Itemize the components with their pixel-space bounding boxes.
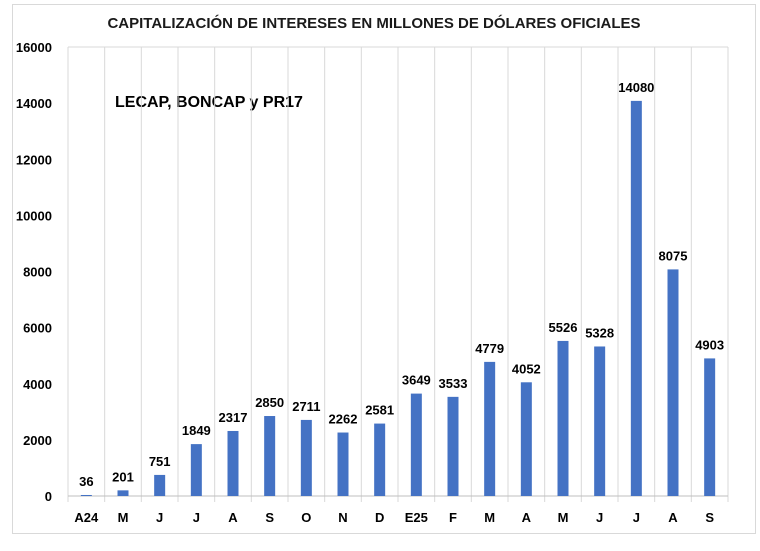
chart-frame [12,4,756,534]
bar [484,361,496,496]
data-label: 751 [149,454,171,469]
bar [117,490,129,496]
y-tick-label: 12000 [16,152,52,167]
x-tick-label: E25 [405,510,428,525]
y-tick-label: 16000 [16,40,52,55]
bar [300,419,312,496]
x-tick-label: A [668,510,678,525]
data-label: 2262 [329,412,358,427]
bar [704,358,716,496]
data-label: 5328 [585,325,614,340]
data-label: 3649 [402,373,431,388]
bar [410,393,422,496]
data-label: 2317 [219,410,248,425]
x-tick-label: J [156,510,163,525]
data-label: 5526 [549,320,578,335]
x-tick-label: F [449,510,457,525]
y-tick-label: 8000 [23,265,52,280]
x-tick-label: M [558,510,569,525]
x-tick-label: J [633,510,640,525]
data-label: 14080 [618,80,654,95]
bar [667,269,679,496]
y-axis: 0 2000 4000 6000 8000 10000 12000 14000 16000 [16,40,728,504]
bar [374,423,386,496]
data-labels: 36 201 751 1849 2317 2850 2711 2262 2581 3649 3533… [79,80,724,489]
x-tick-label: D [375,510,384,525]
bar [520,382,532,496]
x-tick-label: S [265,510,274,525]
x-tick-label: M [484,510,495,525]
data-label: 4903 [695,337,724,352]
x-axis: A24 M J J A S O N D E25 F M A M J J A S [74,510,714,525]
y-tick-label: 6000 [23,321,52,336]
x-tick-label: J [193,510,200,525]
data-label: 4052 [512,361,541,376]
bars [80,100,716,496]
x-tick-label: S [705,510,714,525]
x-tick-label: M [118,510,129,525]
data-label: 2711 [292,399,320,414]
data-label: 2581 [365,403,394,418]
data-label: 2850 [255,395,284,410]
chart-title: CAPITALIZACIÓN DE INTERESES EN MILLONES … [107,14,640,32]
data-label: 36 [79,474,93,489]
x-tick-label: A [522,510,532,525]
bar [264,416,276,496]
x-tick-label: A24 [74,510,99,525]
x-tick-label: N [338,510,347,525]
data-label: 201 [112,469,134,484]
bar [447,396,459,496]
bar [594,346,606,496]
grid-lines [67,46,729,502]
bar [337,432,349,496]
y-tick-label: 0 [45,489,52,504]
data-label: 4779 [475,341,504,356]
bar [227,430,239,496]
bar [557,340,569,496]
data-label: 8075 [659,248,688,263]
bar [630,100,642,496]
data-label: 3533 [439,376,468,391]
y-tick-label: 10000 [16,208,52,223]
bar [154,474,166,496]
data-label: 1849 [182,423,211,438]
bar [190,444,202,496]
x-tick-label: O [301,510,311,525]
y-tick-label: 4000 [23,377,52,392]
y-tick-label: 2000 [23,433,52,448]
x-tick-label: A [228,510,238,525]
chart-annotation: LECAP, BONCAP y PR17 [115,94,303,111]
y-tick-label: 14000 [16,96,52,111]
x-tick-label: J [596,510,603,525]
bar [80,494,92,496]
